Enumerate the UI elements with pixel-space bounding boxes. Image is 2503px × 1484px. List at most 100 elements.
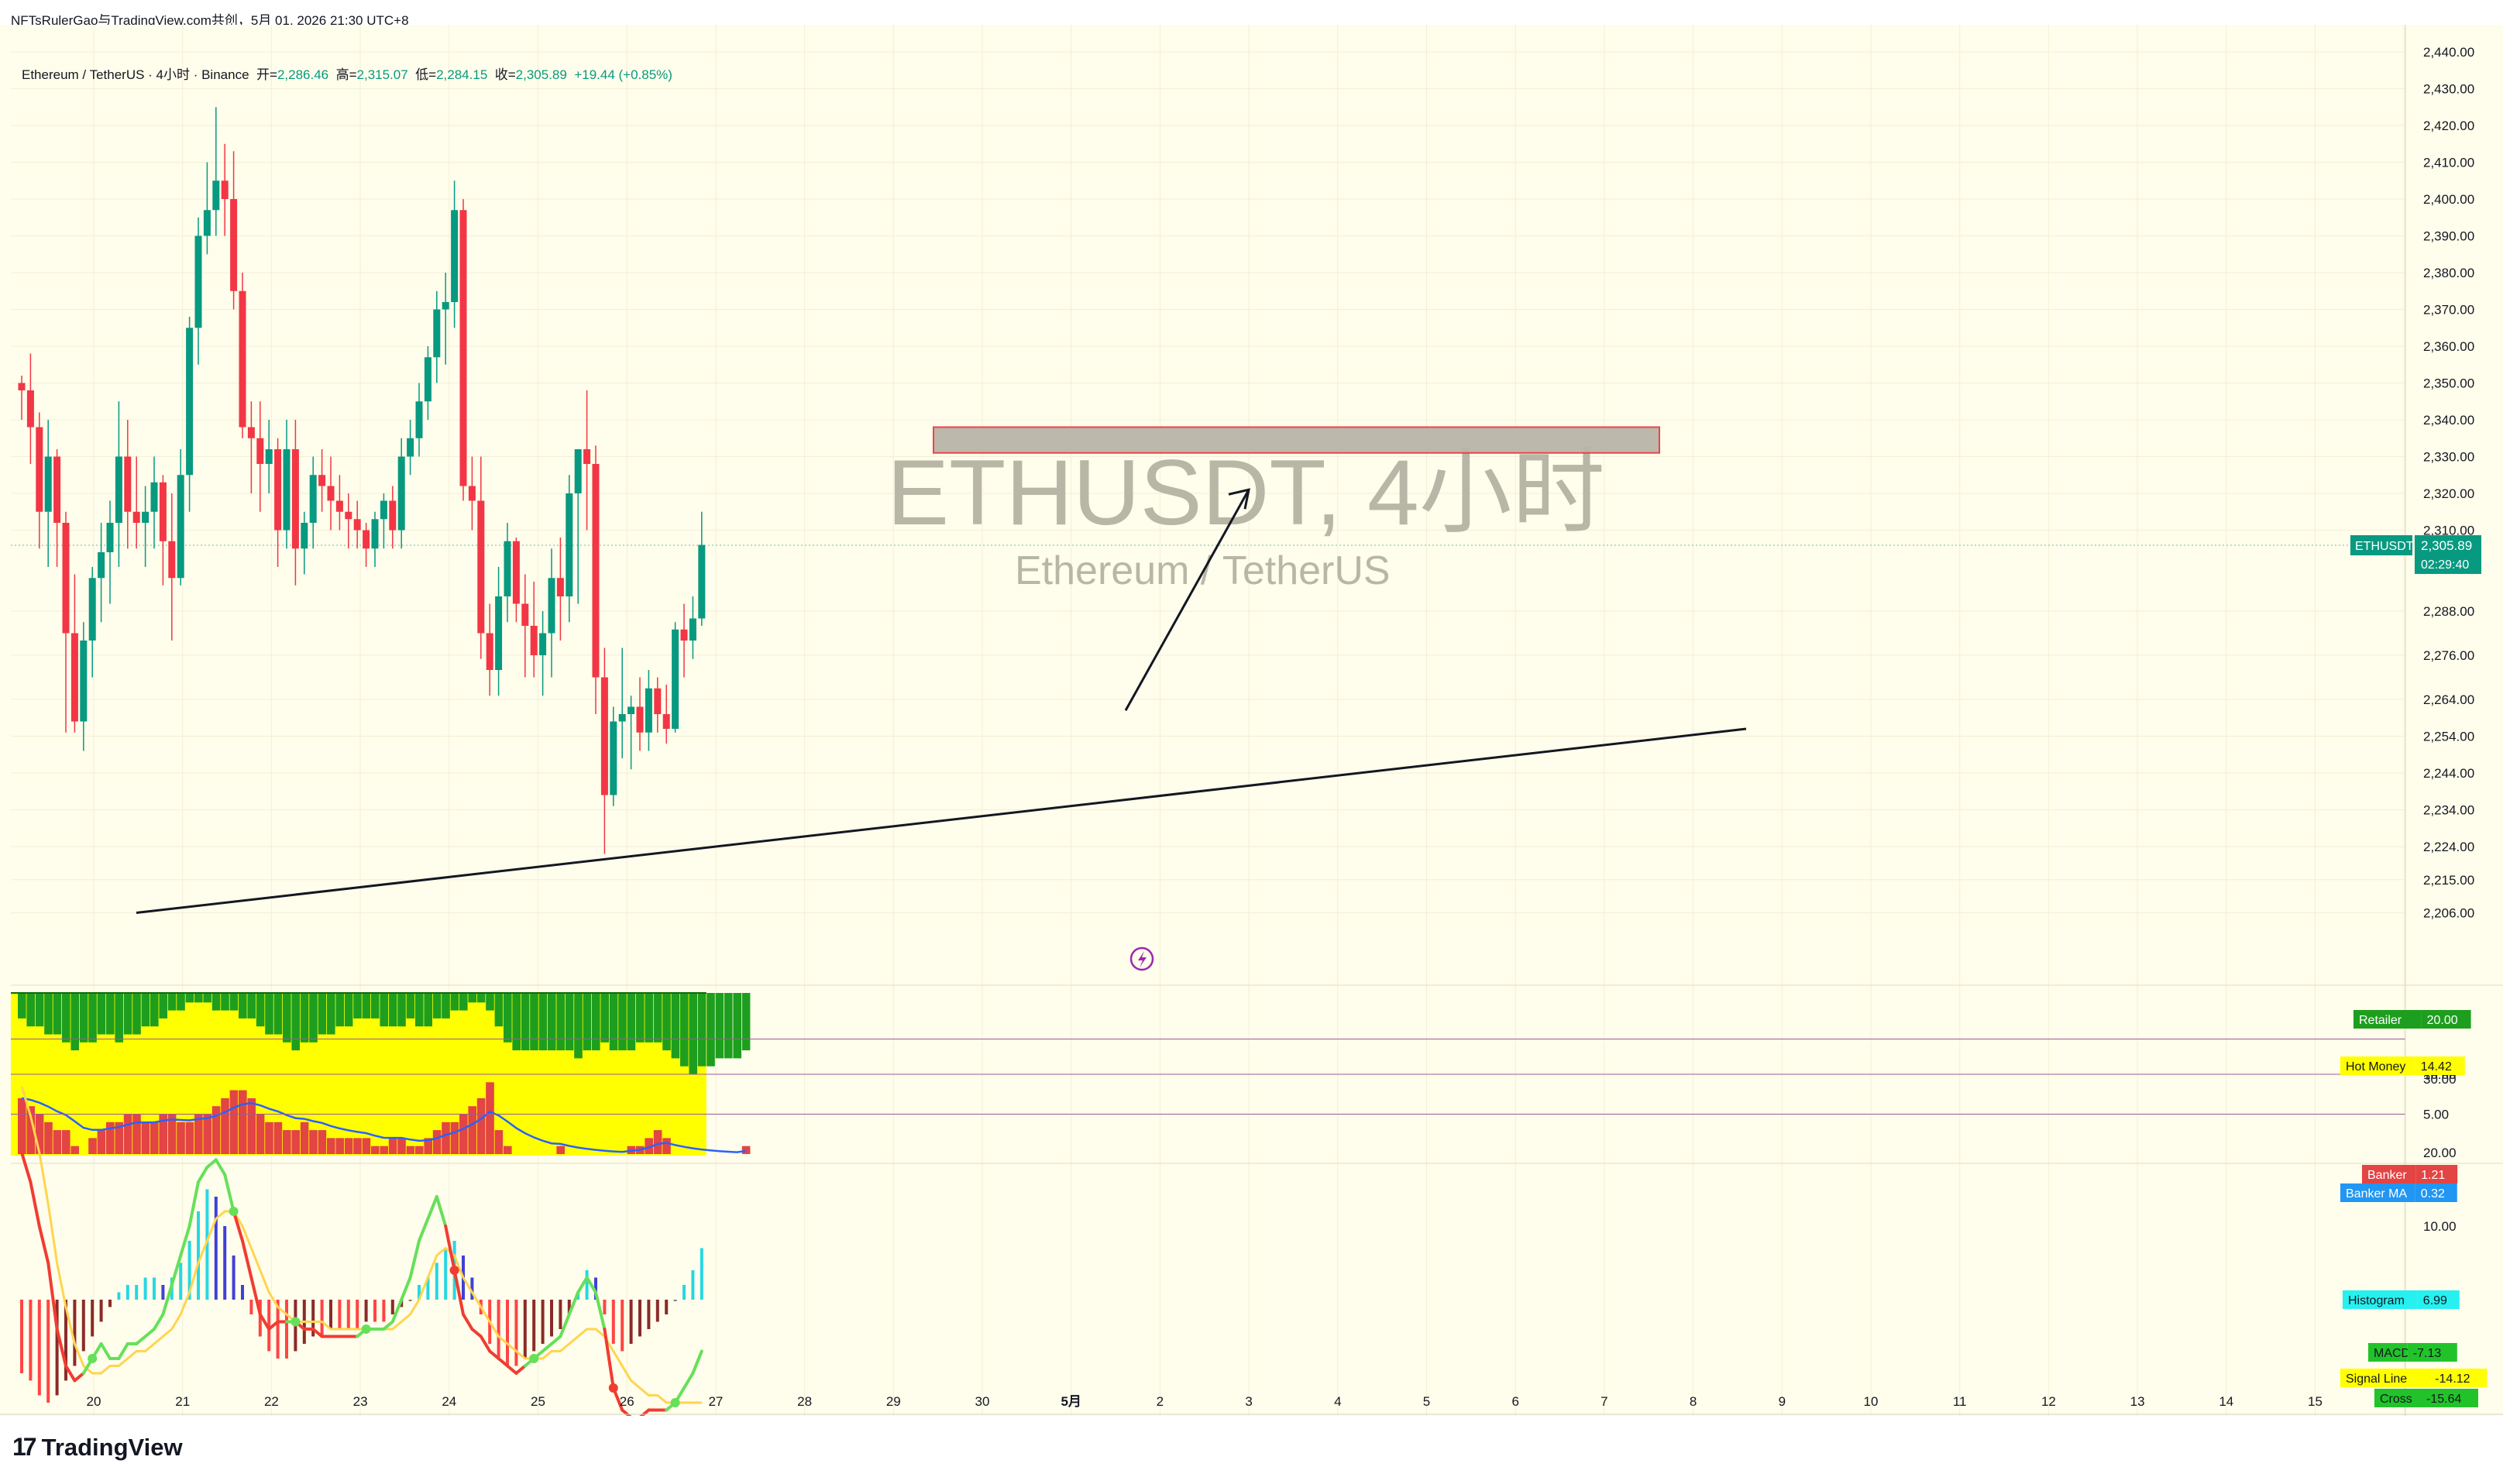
macd-histogram-bar xyxy=(700,1248,703,1300)
macd-line-segment xyxy=(594,1290,607,1331)
macd-histogram-bar xyxy=(205,1189,209,1300)
banker-tick-label: 5.00 xyxy=(2423,1108,2449,1122)
retail-bar xyxy=(459,993,468,1011)
price-tick-label: 2,380.00 xyxy=(2423,266,2474,280)
symbol-title[interactable]: Ethereum / TetherUS · 4小时 · Binance xyxy=(22,67,249,82)
candle-body xyxy=(442,302,449,310)
banker-bar xyxy=(556,1146,565,1154)
retail-bar xyxy=(97,993,106,1035)
retail-bar xyxy=(291,993,300,1051)
macd-line-segment xyxy=(576,1276,589,1294)
candle-body xyxy=(548,578,555,634)
price-tick-label: 2,430.00 xyxy=(2423,82,2474,97)
macd-histogram-bar xyxy=(621,1300,624,1352)
candle-body xyxy=(556,578,564,596)
macd-line-segment xyxy=(444,1225,456,1272)
time-tick-label: 10 xyxy=(1864,1394,1879,1409)
banker-bar xyxy=(53,1130,62,1154)
retail-bar xyxy=(512,993,521,1051)
candle-body xyxy=(142,511,150,523)
macd-line-segment xyxy=(311,1328,324,1338)
time-tick-label: 28 xyxy=(797,1394,812,1409)
candle xyxy=(80,622,88,751)
resistance-zone-box xyxy=(933,426,1660,454)
retail-bar xyxy=(371,993,380,1019)
time-tick-label: 12 xyxy=(2041,1394,2056,1409)
candle-body xyxy=(98,552,105,579)
cross-tag-value-bg xyxy=(2421,1389,2478,1407)
banker-bar xyxy=(239,1090,247,1154)
time-tick-label: 20 xyxy=(87,1394,101,1409)
retail-bar xyxy=(362,993,371,1019)
banker-bar xyxy=(256,1114,265,1154)
close-label: 收= xyxy=(494,67,516,82)
cross-dot xyxy=(88,1354,98,1363)
banker-bar xyxy=(132,1114,141,1154)
retailer-tag: Retailer 20.00 xyxy=(2353,1010,2471,1029)
candle-body xyxy=(26,390,34,428)
cross-dot xyxy=(291,1317,301,1327)
banker-bar xyxy=(335,1138,344,1154)
chart-svg[interactable]: ETHUSDT, 4小时 Ethereum / TetherUS 2,440.0… xyxy=(0,25,2503,1416)
retail-bar xyxy=(653,993,662,1043)
macd-histogram-bar xyxy=(29,1300,33,1381)
macd-line-segment xyxy=(408,1239,421,1280)
candle xyxy=(318,449,326,512)
candle-body xyxy=(512,541,520,604)
retail-bar xyxy=(18,993,26,1019)
banker-bar xyxy=(476,1098,486,1154)
macd-histogram-bar xyxy=(673,1300,677,1301)
macd-line-segment xyxy=(29,1180,41,1228)
candle-body xyxy=(159,482,167,541)
macd-histogram-bar xyxy=(550,1300,553,1337)
macd-histogram-bar xyxy=(603,1300,607,1314)
high-value: 2,315.07 xyxy=(356,67,408,82)
retail-bar xyxy=(26,993,35,1027)
histogram-tag-bg xyxy=(2343,1290,2418,1309)
retailer-tag-label: Retailer xyxy=(2359,1014,2402,1027)
flash-icon[interactable] xyxy=(1129,946,1154,971)
candle xyxy=(335,475,343,531)
retail-bar xyxy=(185,993,194,1003)
retail-bar xyxy=(388,993,397,1027)
macd-histogram-bar xyxy=(435,1262,438,1300)
macd-line-segment xyxy=(241,1239,253,1280)
retail-bar xyxy=(309,993,318,1043)
candle xyxy=(672,622,679,733)
gridlines xyxy=(11,25,2405,1416)
time-tick-label: 13 xyxy=(2130,1394,2145,1409)
retail-bar xyxy=(733,993,741,1059)
time-tick-label: 5 xyxy=(1423,1394,1430,1409)
banker-bar xyxy=(371,1146,380,1154)
retail-bar xyxy=(318,993,327,1035)
candle-body xyxy=(283,449,291,531)
candle-body xyxy=(530,626,538,655)
macd-histogram-bar xyxy=(135,1285,139,1300)
banker-bar xyxy=(362,1138,371,1154)
low-value: 2,284.15 xyxy=(436,67,488,82)
candle-body xyxy=(115,456,122,523)
candle xyxy=(106,500,114,604)
chart-frame[interactable]: ETHUSDT, 4小时 Ethereum / TetherUS 2,440.0… xyxy=(0,25,2503,1416)
time-tick-label: 30 xyxy=(975,1394,990,1409)
time-tick-label: 11 xyxy=(1953,1394,1967,1409)
macd-line-segment xyxy=(267,1320,280,1331)
macd-line-segment xyxy=(452,1269,465,1316)
retail-bar xyxy=(150,993,159,1027)
macd-histogram-bar xyxy=(665,1300,669,1314)
price-tag-countdown: 02:29:40 xyxy=(2421,558,2469,572)
tradingview-logo[interactable]: 17 TradingView xyxy=(12,1433,183,1462)
macd-histogram-bar xyxy=(426,1277,430,1300)
resistance-zone xyxy=(933,426,1660,454)
macd-histogram-bar xyxy=(444,1248,448,1300)
cross-tag-bg xyxy=(2374,1389,2421,1407)
candle-body xyxy=(106,523,114,552)
macd-histogram-bar xyxy=(470,1277,474,1300)
macd-line-segment xyxy=(117,1342,129,1360)
macd-line-segment xyxy=(37,1225,50,1265)
macd-histogram-bar xyxy=(611,1300,615,1344)
macd-histogram-bar xyxy=(629,1300,633,1344)
retail-bar xyxy=(283,993,291,1043)
price-tick-label: 2,244.00 xyxy=(2423,766,2474,781)
macd-histogram-bar xyxy=(567,1300,571,1314)
